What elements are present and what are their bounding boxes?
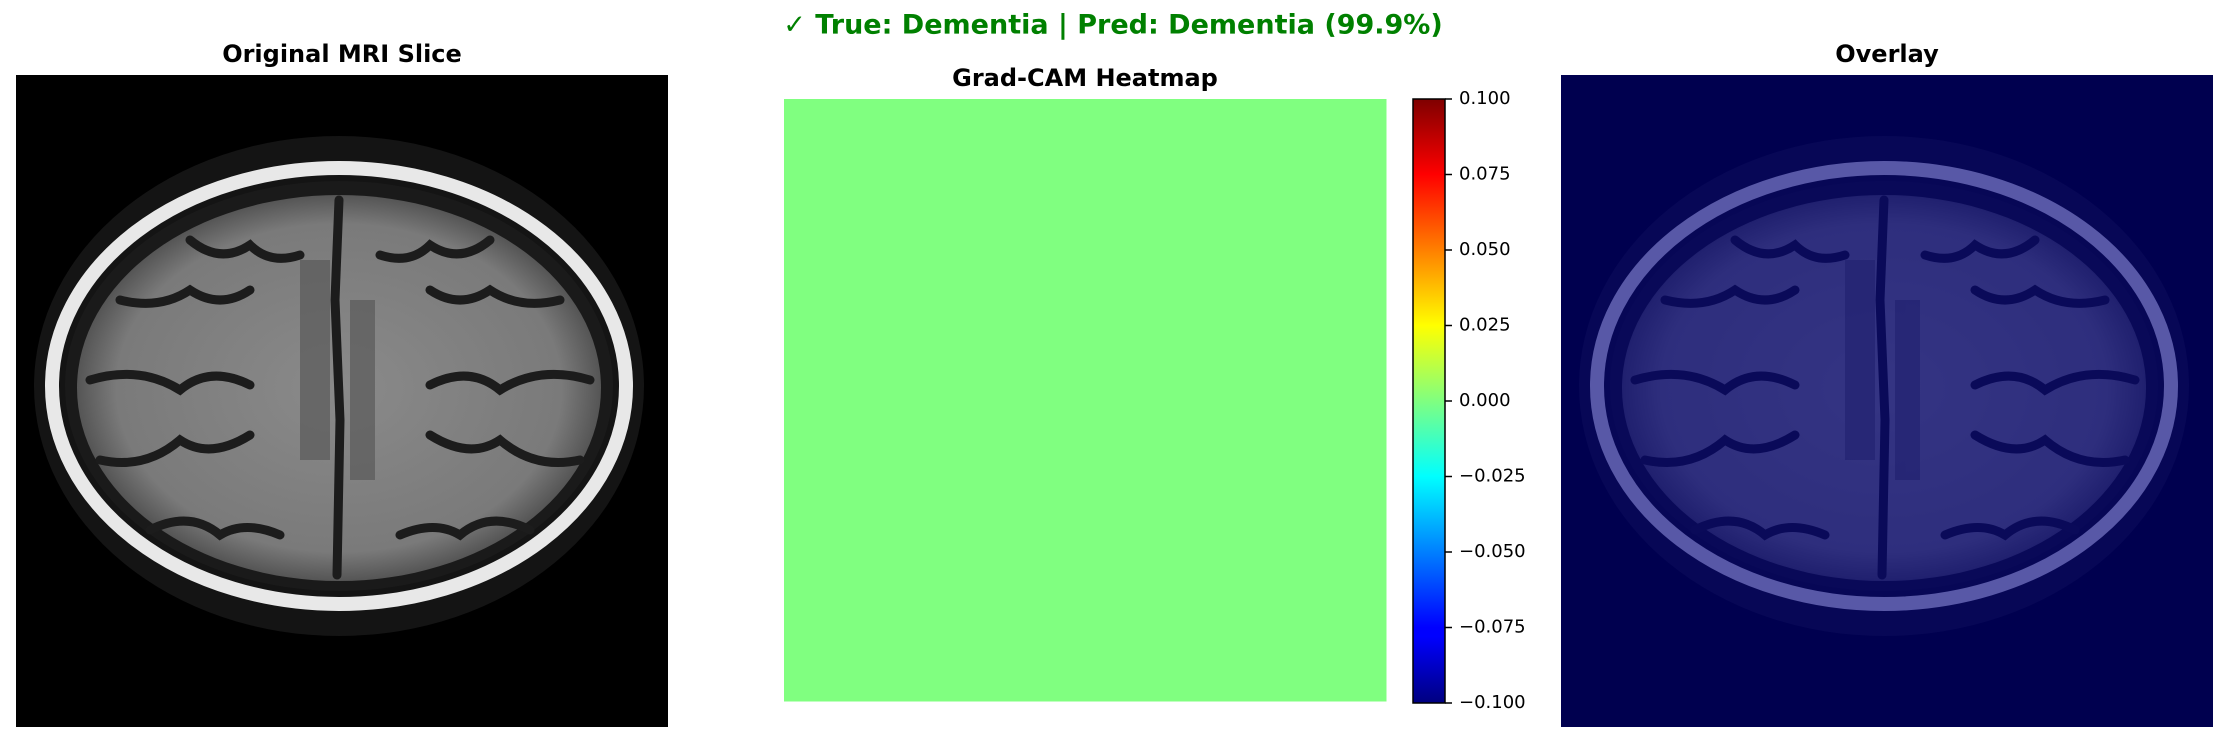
tick-label: −0.075 [1459,617,1526,638]
panel-title: Original MRI Slice [222,40,462,68]
tick-label: −0.025 [1459,466,1526,487]
tick-label: 0.100 [1459,88,1511,109]
figure-title: ✓ True: Dementia | Pred: Dementia (99.9%… [783,10,1442,41]
tick-label: 0.000 [1459,390,1511,411]
heatmap-cell [784,99,1387,702]
tick-label: 0.050 [1459,239,1511,260]
mri-slice [16,75,668,727]
overlay-image [1561,75,2213,727]
heatmap [784,99,1387,702]
tick-label: 0.075 [1459,164,1511,185]
tick-label: −0.100 [1459,692,1526,713]
colorbar [1412,98,1446,704]
tick-label: 0.025 [1459,315,1511,336]
mri-image [16,75,668,727]
panel-title: Grad-CAM Heatmap [952,64,1218,92]
colorbar-ticks: −0.100 −0.075 −0.050 −0.025 0.000 0.025 0.050 0… [1445,88,1526,713]
tick-label: −0.050 [1459,541,1526,562]
panel-title: Overlay [1835,40,1939,68]
overlay-tint [1561,75,2213,727]
